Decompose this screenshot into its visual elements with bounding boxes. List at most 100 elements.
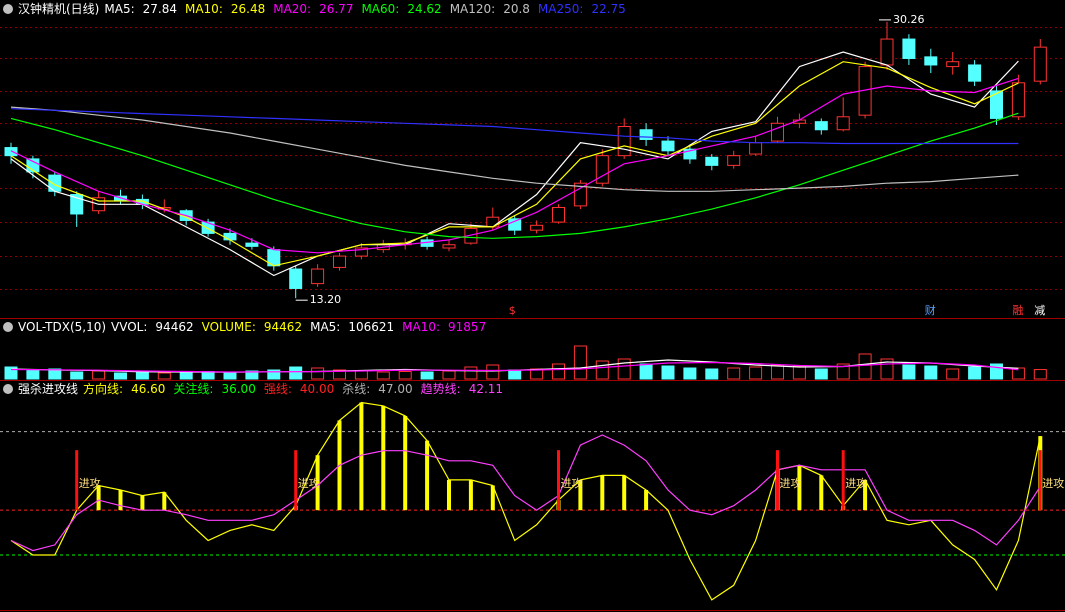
candle-body [617,126,631,157]
volume-bar [968,366,982,380]
volume-bar [223,371,237,380]
low-label: 13.20 [310,293,342,306]
strength-bar [644,489,649,511]
candle-body [354,247,368,257]
volume-bar [814,368,828,380]
candle-body [705,156,719,166]
candle-body [333,255,346,268]
indicator-line [10,434,1041,552]
title: VOL-TDX(5,10) [18,320,107,334]
strength-bar [600,475,605,511]
indicator-header: 强杀进攻线 方向线: 46.60 关注线: 36.00 强线: 40.00 杀线: 47.00 趋… [18,382,511,396]
signal-label: 进攻 [79,476,101,490]
volume-bar [727,367,741,380]
legend-name: 杀线: [342,382,371,396]
ma-line [10,51,1019,277]
event-label: $ [509,304,516,317]
volume-bar [661,365,675,380]
indicator-line [10,401,1041,601]
title: 汉钟精机(日线) [18,2,100,16]
strength-bar [622,475,627,511]
candle-body [968,64,982,82]
high-label: 30.26 [893,13,925,26]
legend-value: 42.11 [468,382,504,396]
legend-name: 趋势线: [420,382,461,396]
legend-value: 94462 [155,320,194,334]
strength-bar [140,495,145,511]
legend-name: MA60: [361,2,400,16]
volume-bar [442,370,456,380]
volume-bar [135,371,149,380]
candle-body [1033,46,1047,82]
strength-bar [359,402,364,511]
candle-body [924,56,938,66]
candle-body [902,38,916,59]
volume-bar [354,370,368,380]
strength-bar [96,485,101,511]
signal-label: 进攻 [298,476,320,490]
strength-bar [381,405,386,511]
candle-body [552,206,565,223]
volume-bar [617,358,631,380]
candle-body [245,242,259,247]
volume-bar [398,371,412,380]
legend-name: MA10: [184,2,223,16]
legend-value: 106621 [348,320,395,334]
legend-value: 27.84 [142,2,177,16]
candle-body [4,147,18,157]
volume-bar [771,364,784,380]
candle-body [70,194,84,215]
candle-body [946,61,960,68]
candle-body [990,90,1003,119]
legend-name: MA20: [273,2,312,16]
legend-name: 强线: [263,382,292,396]
volume-bar [792,365,806,380]
strength-bar [863,479,868,511]
legend-name: MA120: [449,2,496,16]
strength-bar [315,455,320,511]
volume-bar [311,367,325,380]
volume-bar [836,363,850,380]
candle-body [639,129,653,140]
volume-bar [595,360,609,380]
volume-bar [245,370,259,380]
candle-body [683,148,697,160]
legend-value: 36.00 [221,382,256,396]
volume-bar [420,371,434,380]
title: 强杀进攻线 [18,382,79,396]
volume-bar [749,366,763,380]
candle-body [880,38,894,66]
candle-body [771,122,784,142]
event-label: 财 [925,303,936,317]
legend-value: 22.75 [591,2,626,16]
volume-bar [508,369,522,380]
menu-icon[interactable] [3,4,13,14]
strength-bar [578,479,583,511]
legend-value: 26.77 [319,2,354,16]
legend-value: 47.00 [378,382,413,396]
candle-body [201,221,215,234]
candle-body [442,244,456,249]
strength-bar [490,485,495,511]
volume-bar [683,367,697,380]
strength-bar [797,465,802,511]
volume-bar [464,366,478,380]
legend-name: MA5: [104,2,135,16]
legend-name: 方向线: [83,382,124,396]
candle-body [486,216,500,228]
candle-body [573,182,587,207]
volume-bar [1033,369,1047,380]
candle-body [749,142,763,155]
strength-bar [162,492,167,511]
volume-bar [639,363,653,380]
volume-bar [179,372,193,380]
menu-icon[interactable] [3,322,13,332]
legend-value: 91857 [448,320,487,334]
volume-bar [92,370,106,380]
legend-value: 26.48 [230,2,266,16]
volume-bar [267,369,281,380]
candle-body [1011,82,1025,118]
menu-icon[interactable] [3,384,13,394]
volume-bar [114,372,127,380]
